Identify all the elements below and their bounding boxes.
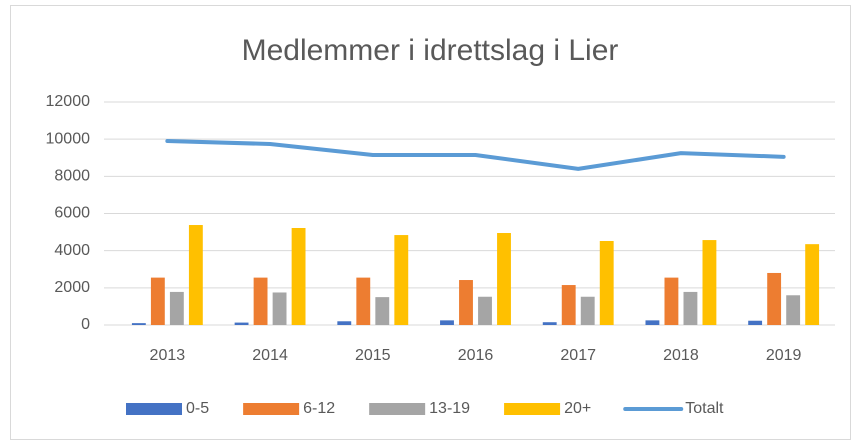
bar — [394, 235, 409, 325]
y-tick-label: 12000 — [46, 93, 91, 110]
legend-label: 0-5 — [186, 400, 209, 417]
bar — [337, 321, 352, 325]
y-tick-label: 4000 — [54, 242, 90, 259]
bar — [748, 320, 763, 325]
bar — [440, 320, 454, 325]
bar — [150, 277, 165, 325]
bar — [291, 227, 306, 325]
x-tick-label: 2019 — [766, 347, 802, 364]
x-tick-label: 2014 — [252, 347, 288, 364]
chart-title: Medlemmer i idrettslag i Lier — [242, 34, 619, 67]
bar — [459, 280, 473, 325]
legend-label: 6-12 — [303, 400, 335, 417]
bar — [497, 233, 511, 325]
x-tick-label: 2016 — [458, 347, 494, 364]
bar — [805, 244, 820, 325]
bar — [234, 322, 249, 325]
bar — [561, 285, 576, 325]
bar — [542, 322, 557, 325]
y-tick-label: 6000 — [54, 205, 90, 222]
bar — [767, 272, 782, 325]
bar — [664, 277, 679, 325]
bar — [356, 277, 371, 325]
legend-swatch — [243, 403, 300, 415]
bar — [478, 296, 492, 325]
x-tick-label: 2015 — [355, 347, 391, 364]
legend-label: 13-19 — [429, 400, 470, 417]
bar — [702, 240, 717, 325]
y-tick-label: 8000 — [54, 168, 90, 185]
y-tick-label: 2000 — [54, 279, 90, 296]
bar — [683, 291, 698, 325]
bar — [131, 323, 146, 325]
legend-label: Totalt — [685, 400, 724, 417]
bar — [188, 225, 203, 325]
bar — [375, 297, 390, 325]
y-tick-label: 10000 — [46, 130, 91, 147]
bar — [599, 241, 614, 325]
legend-swatch — [126, 403, 182, 415]
chart-frame — [10, 5, 851, 440]
bar — [169, 291, 184, 325]
legend-swatch — [369, 403, 426, 415]
bar — [645, 320, 660, 325]
bar — [253, 277, 268, 325]
x-tick-label: 2013 — [150, 347, 186, 364]
line-series — [165, 139, 786, 171]
bar — [786, 295, 801, 325]
x-tick-label: 2018 — [663, 347, 699, 364]
x-tick-label: 2017 — [560, 347, 596, 364]
bar — [272, 292, 287, 325]
legend-swatch — [504, 403, 561, 415]
y-tick-label: 0 — [81, 316, 90, 333]
legend-label: 20+ — [564, 400, 591, 417]
bar — [580, 296, 595, 325]
